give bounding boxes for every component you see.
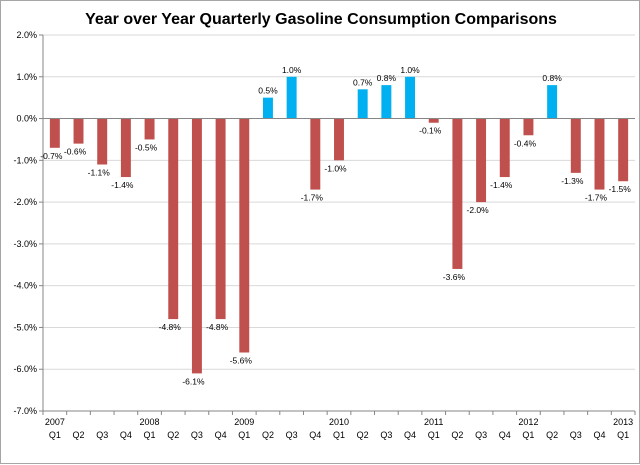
chart-title: Year over Year Quarterly Gasoline Consum… [85, 11, 557, 28]
bar [499, 118, 510, 178]
data-label: -0.4% [514, 138, 537, 148]
x-quarter-label: Q2 [262, 430, 274, 440]
bar [215, 118, 226, 320]
x-quarter-label: Q2 [167, 430, 179, 440]
x-quarter-label: Q1 [238, 430, 250, 440]
x-quarter-label: Q2 [73, 430, 85, 440]
data-label: 1.0% [400, 65, 420, 75]
data-label: -4.8% [159, 322, 182, 332]
x-quarter-label: Q2 [546, 430, 558, 440]
x-year-label: 2012 [518, 417, 538, 427]
data-label: -1.5% [609, 184, 632, 194]
bar [452, 118, 463, 269]
data-label: 1.0% [282, 65, 302, 75]
x-quarter-label: Q4 [120, 430, 132, 440]
y-tick-label: 0.0% [16, 114, 37, 124]
x-quarter-label: Q4 [215, 430, 227, 440]
x-quarter-label: Q2 [451, 430, 463, 440]
x-quarter-label: Q1 [617, 430, 629, 440]
bar [523, 118, 534, 136]
axes: 2.0% 1.0% 0.0% -1.0% -2.0% -3.0% -4.0% -5.0% -6.… [13, 30, 636, 440]
data-label: -2.0% [466, 205, 489, 215]
bar [594, 118, 605, 190]
bar [476, 118, 487, 203]
bar [286, 76, 297, 119]
bar [168, 118, 179, 320]
y-tick-label: -2.0% [13, 197, 37, 207]
x-quarter-label: Q1 [522, 430, 534, 440]
data-label: -0.6% [64, 147, 87, 157]
bar [191, 118, 202, 374]
x-quarter-label: Q3 [475, 430, 487, 440]
bar [618, 118, 629, 182]
bar [73, 118, 84, 144]
data-label: -4.8% [206, 322, 229, 332]
y-tick-label: -4.0% [13, 281, 37, 291]
bar [405, 76, 416, 119]
data-label: -1.7% [301, 193, 324, 203]
x-year-label: 2009 [234, 417, 254, 427]
y-tick-label: 2.0% [16, 30, 37, 40]
x-quarter-label: Q4 [404, 430, 416, 440]
x-quarter-label: Q1 [49, 430, 61, 440]
data-label: -1.1% [88, 168, 111, 178]
x-year-label: 2007 [45, 417, 65, 427]
x-quarter-label: Q3 [570, 430, 582, 440]
data-label: -0.7% [40, 151, 63, 161]
y-tick-label: 1.0% [16, 72, 37, 82]
bar [357, 89, 368, 119]
x-quarter-label: Q3 [96, 430, 108, 440]
y-tick-label: -6.0% [13, 364, 37, 374]
y-tick-label: -1.0% [13, 155, 37, 165]
data-label: -5.6% [230, 356, 253, 366]
y-tick-label: -5.0% [13, 322, 37, 332]
data-label: 0.8% [542, 73, 562, 83]
data-label: -1.4% [111, 180, 134, 190]
x-quarter-label: Q4 [499, 430, 511, 440]
y-tick-label: -3.0% [13, 239, 37, 249]
y-tick-label: -7.0% [13, 406, 37, 416]
bar [239, 118, 250, 353]
bars [49, 76, 629, 374]
data-label: 0.5% [258, 86, 278, 96]
data-label: -1.7% [585, 193, 608, 203]
data-label: 0.7% [353, 77, 373, 87]
x-quarter-label: Q1 [144, 430, 156, 440]
data-label: -3.6% [443, 272, 466, 282]
x-quarter-label: Q1 [428, 430, 440, 440]
x-year-label: 2008 [140, 417, 160, 427]
x-quarter-label: Q3 [286, 430, 298, 440]
x-quarter-label: Q4 [593, 430, 605, 440]
data-label: 0.8% [377, 73, 397, 83]
data-label: -1.0% [324, 163, 347, 173]
bar [428, 118, 439, 123]
x-quarter-label: Q3 [191, 430, 203, 440]
x-quarter-label: Q2 [357, 430, 369, 440]
bar [310, 118, 321, 190]
data-label: -0.5% [135, 142, 158, 152]
bar [570, 118, 581, 173]
bar [262, 97, 273, 119]
bar [334, 118, 344, 161]
x-year-label: 2010 [329, 417, 349, 427]
data-label: -1.4% [490, 180, 513, 190]
x-quarter-label: Q4 [309, 430, 321, 440]
bar [49, 118, 60, 148]
x-quarter-label: Q3 [380, 430, 392, 440]
bar [381, 85, 392, 119]
gridlines [43, 34, 635, 412]
bar [144, 118, 155, 140]
data-label: -6.1% [182, 376, 205, 386]
data-label: -1.3% [561, 176, 584, 186]
x-year-label: 2013 [613, 417, 633, 427]
bar [97, 118, 108, 165]
x-year-label: 2011 [424, 417, 443, 427]
x-quarter-label: Q1 [333, 430, 345, 440]
data-labels: -0.7% -0.6%-1.1%-1.4%-0.5%-4.8%-6.1%-4.8%… [40, 65, 631, 387]
bar [547, 85, 558, 119]
data-label: -0.1% [419, 126, 442, 136]
bar [120, 118, 131, 178]
